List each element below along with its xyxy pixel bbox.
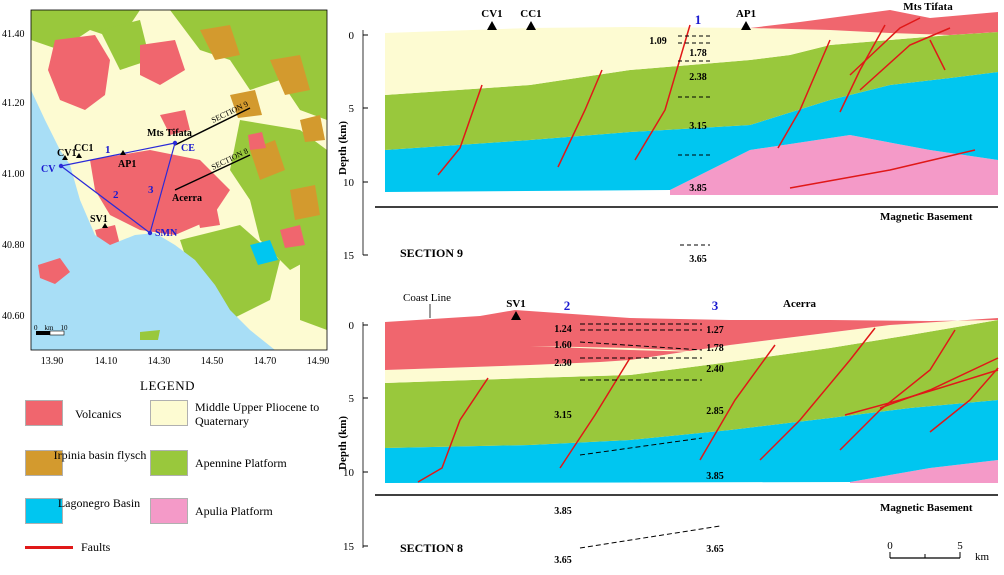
depth-tick: 10 (343, 467, 355, 479)
legend-label-apulia: Apulia Platform (195, 504, 273, 518)
lat-label: 40.80 (2, 240, 25, 251)
section-9-depth-axis: 0 5 10 15 Depth (km) (337, 30, 368, 262)
density-value: 3.85 (706, 471, 724, 482)
place-smn: SMN (155, 228, 178, 239)
legend: LEGEND Volcanics Middle Upper Pliocene t… (25, 376, 325, 575)
place-ap1: AP1 (118, 159, 136, 170)
lon-label: 13.90 (41, 356, 64, 367)
cross-section-8: 0 5 10 15 Depth (km) Magnetic Basement C… (337, 292, 999, 566)
map-scale-label: 0 km 10 (34, 324, 68, 332)
lat-label: 41.20 (2, 98, 25, 109)
basement-label: Magnetic Basement (880, 211, 973, 223)
legend-swatch-apennine (150, 450, 188, 476)
profile-3-marker: 3 (712, 298, 719, 313)
depth-tick: 0 (349, 30, 355, 42)
section-9-trace (174, 107, 251, 146)
legend-label-irpinia: Irpinia basin flysch (53, 448, 147, 462)
lon-label: 14.70 (254, 356, 277, 367)
scale-tick: 0 (887, 540, 893, 552)
density-value: 1.78 (706, 343, 724, 354)
section-8-trace (174, 154, 251, 191)
density-value: 1.60 (554, 340, 572, 351)
profile-2-marker: 2 (564, 298, 571, 313)
density-value: 3.65 (706, 544, 724, 555)
place-sv1: SV1 (90, 214, 108, 225)
depth-tick: 5 (349, 103, 355, 115)
lat-label: 41.40 (2, 29, 25, 40)
place-ce: CE (181, 143, 195, 154)
depth-tick: 5 (349, 393, 355, 405)
depth-axis-label: Depth (km) (337, 121, 349, 175)
well-cv1: CV1 (481, 8, 502, 20)
lat-label: 40.60 (2, 311, 25, 322)
section-8-title: SECTION 8 (400, 541, 463, 555)
depth-tick: 10 (343, 177, 355, 189)
depth-tick: 15 (343, 541, 355, 553)
legend-label-pliocene-quaternary: Middle Upper Pliocene to Quaternary (195, 400, 320, 428)
legend-swatch-irpinia (25, 450, 63, 476)
scale-unit: km (975, 551, 990, 563)
density-value: 2.38 (689, 72, 707, 83)
legend-label-faults: Faults (81, 540, 111, 554)
density-value: 3.15 (554, 410, 572, 421)
lat-label: 41.00 (2, 169, 25, 180)
section-9-title: SECTION 9 (400, 246, 463, 260)
density-value: 1.09 (649, 36, 667, 47)
well-ap1: AP1 (736, 8, 756, 20)
lon-label: 14.50 (201, 356, 224, 367)
depth-tick: 0 (349, 320, 355, 332)
profile-1-marker: 1 (695, 12, 702, 27)
acerra-label: Acerra (783, 298, 816, 310)
density-value: 3.85 (554, 506, 572, 517)
km-scale-bar: 0 5 km (887, 540, 989, 563)
lon-label: 14.90 (307, 356, 330, 367)
place-cv: CV (41, 164, 56, 175)
legend-label-lagonegro: Lagonegro Basin (57, 496, 141, 510)
place-acerra: Acerra (172, 193, 202, 204)
legend-label-volcanics: Volcanics (75, 407, 122, 421)
scale-tick: 5 (957, 540, 963, 552)
basement-label: Magnetic Basement (880, 502, 973, 514)
mts-tifata-label: Mts Tifata (903, 1, 953, 13)
depth-axis-label: Depth (km) (337, 416, 349, 470)
legend-swatch-lagonegro (25, 498, 63, 524)
place-mts-tifata: Mts Tifata (147, 128, 192, 139)
well-sv1: SV1 (506, 298, 526, 310)
legend-swatch-volcanics (25, 400, 63, 426)
legend-swatch-apulia (150, 498, 188, 524)
profile-2-label: 2 (113, 189, 119, 201)
coast-line-label: Coast Line (403, 292, 451, 304)
density-value: 3.15 (689, 121, 707, 132)
density-value: 2.30 (554, 358, 572, 369)
legend-title: LEGEND (140, 378, 195, 393)
legend-fault-line (25, 546, 73, 549)
density-value: 3.65 (554, 555, 572, 566)
density-value: 1.24 (554, 324, 572, 335)
well-cc1: CC1 (520, 8, 541, 20)
density-value: 3.85 (689, 183, 707, 194)
geologic-map: 41.40 41.20 41.00 40.80 40.60 13.90 14.1… (2, 9, 330, 367)
lon-label: 14.30 (148, 356, 171, 367)
legend-swatch-pliocene-quaternary (150, 400, 188, 426)
density-value: 2.40 (706, 364, 724, 375)
place-cv1: CV1 (57, 148, 76, 159)
depth-tick: 15 (343, 250, 355, 262)
profile-1-label: 1 (105, 144, 111, 156)
lon-label: 14.10 (95, 356, 118, 367)
place-cc1: CC1 (74, 143, 93, 154)
profile-3-label: 3 (148, 184, 154, 196)
density-value: 1.27 (706, 325, 724, 336)
map-scale-bar: 0 km 10 (34, 324, 68, 336)
cross-section-9: 0 5 10 15 Depth (km) Magnetic Basement C… (337, 1, 998, 265)
legend-label-apennine: Apennine Platform (195, 456, 287, 470)
density-value: 3.65 (689, 254, 707, 265)
density-value: 1.78 (689, 48, 707, 59)
section-8-depth-axis: 0 5 10 15 Depth (km) (337, 320, 368, 553)
density-value: 2.85 (706, 406, 724, 417)
